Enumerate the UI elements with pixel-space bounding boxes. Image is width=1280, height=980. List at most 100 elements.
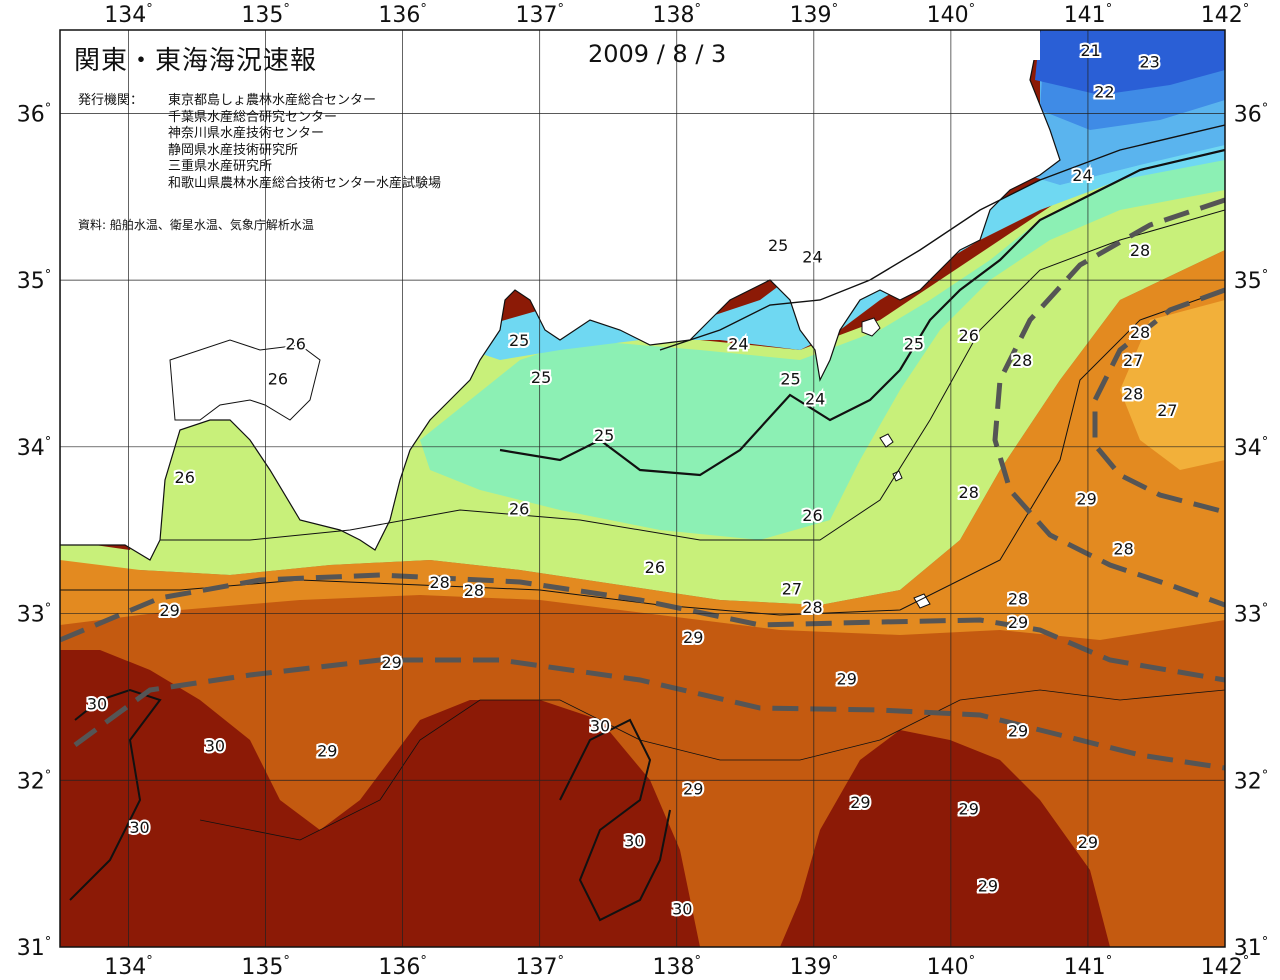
lat-tick-right: 35°: [1234, 268, 1269, 294]
lat-tick-left: 34°: [17, 435, 52, 461]
kuroshio-axis-north: [60, 572, 1225, 683]
land-mass: [60, 30, 1061, 561]
isotherm-label: 26: [286, 334, 306, 353]
lat-tick-right: 33°: [1234, 602, 1269, 628]
isotherm-label: 26: [268, 369, 288, 388]
isotherm-label: 28: [959, 483, 979, 502]
isotherm-label: 30: [590, 716, 610, 735]
isotherm-label: 28: [1123, 384, 1143, 403]
sea-zone-27: [1120, 300, 1225, 470]
island-miyake: [879, 433, 894, 448]
agency-name: 静岡県水産技術研究所: [168, 142, 299, 158]
isotherm-label: 29: [1008, 721, 1028, 740]
lat-tick-right: 34°: [1234, 435, 1269, 461]
lon-tick-top: 135°: [241, 2, 290, 28]
isotherm-label: 25: [509, 331, 529, 350]
isotherm-29: [199, 689, 1225, 841]
isotherm-label: 27: [1157, 401, 1177, 420]
isotherm-label: 28: [1130, 323, 1150, 342]
lat-tick-left: 33°: [17, 602, 52, 628]
isotherm-label: 29: [837, 670, 857, 689]
map-date: 2009 / 8 / 3: [588, 40, 727, 68]
lon-tick-bottom: 141°: [1064, 954, 1113, 980]
map-frame: [59, 29, 1226, 948]
lon-tick-top: 137°: [515, 2, 564, 28]
lon-tick-bottom: 142°: [1201, 954, 1250, 980]
lon-tick-top: 142°: [1201, 2, 1250, 28]
lon-tick-top: 140°: [927, 2, 976, 28]
lat-tick-right: 31°: [1234, 935, 1269, 961]
sea-zone-28: [60, 250, 1225, 640]
isotherm-label: 29: [159, 601, 179, 620]
kuroshio-axis-south: [73, 657, 1225, 771]
isotherm-label: 27: [782, 580, 802, 599]
isotherm-label: 24: [1072, 166, 1092, 185]
isotherm-label: 28: [1130, 241, 1150, 260]
isotherm-label: 26: [175, 468, 195, 487]
lon-tick-top: 138°: [653, 2, 702, 28]
agency-name: 神奈川県水産技術センター: [168, 126, 325, 141]
isotherm-label: 29: [1076, 490, 1096, 509]
agency-block: 発行機関： 東京都島しょ農林水産総合センター 千葉県水産総合研究センター 神奈川…: [78, 93, 441, 192]
isotherm-label: 26: [645, 558, 665, 577]
isotherm-label: 29: [1078, 833, 1098, 852]
kii-land: [169, 339, 321, 421]
isotherm-label: 26: [959, 326, 979, 345]
lon-tick-top: 134°: [104, 2, 153, 28]
isotherm-label: 29: [978, 876, 998, 895]
isotherm-label: 23: [1139, 53, 1159, 72]
isotherm-label: 30: [87, 695, 107, 714]
isotherm-label: 21: [1081, 41, 1101, 60]
isotherm-label: 28: [1008, 590, 1028, 609]
isotherm-label: 25: [594, 426, 614, 445]
isotherm-lines: [60, 124, 1225, 922]
isotherm-label: 27: [1123, 351, 1143, 370]
lat-tick-right: 32°: [1234, 768, 1269, 794]
isotherm-label: 24: [728, 334, 748, 353]
lon-tick-bottom: 140°: [927, 954, 976, 980]
isotherm-label: 22: [1094, 83, 1114, 102]
isotherm-label: 29: [959, 800, 979, 819]
isotherm-label: 30: [624, 831, 644, 850]
kuroshio-axes: [60, 197, 1225, 771]
isotherm-label: 26: [509, 500, 529, 519]
lat-tick-left: 36°: [17, 101, 52, 127]
data-source: 資料: 船舶水温、衛星水温、気象庁解析水温: [78, 218, 314, 232]
isotherm-label: 29: [382, 653, 402, 672]
lat-tick-left: 31°: [17, 935, 52, 961]
lon-tick-bottom: 137°: [515, 954, 564, 980]
sea-zone-29: [60, 585, 1225, 947]
sea-zone-25: [420, 155, 1225, 540]
agency-name: 和歌山県農林水産総合技術センター水産試験場: [168, 175, 442, 191]
lat-tick-left: 35°: [17, 268, 52, 294]
isotherm-30-b: [559, 718, 671, 922]
isotherm-label: 29: [850, 793, 870, 812]
lon-tick-top: 139°: [790, 2, 839, 28]
isotherm-label: 28: [429, 573, 449, 592]
isotherm-label: 24: [802, 248, 822, 267]
agency-name: 三重県水産研究所: [168, 159, 273, 174]
lon-tick-bottom: 136°: [378, 954, 427, 980]
kuroshio-axis-east-2: [1092, 287, 1225, 515]
isotherm-26: [160, 209, 1225, 541]
isotherm-label: 28: [802, 598, 822, 617]
isotherm-24: [659, 124, 1225, 351]
isotherm-label: 28: [464, 581, 484, 600]
lon-tick-bottom: 139°: [790, 954, 839, 980]
isotherm-25: [499, 148, 1225, 477]
isotherm-label: 28: [1113, 540, 1133, 559]
map-title: 関東・東海海況速報: [74, 46, 318, 76]
isotherm-label: 26: [802, 506, 822, 525]
sea-zone-21: [1035, 30, 1225, 95]
isotherm-label: 25: [531, 368, 551, 387]
isotherm-label: 30: [672, 900, 692, 919]
lon-tick-bottom: 134°: [104, 954, 153, 980]
isotherm-label: 30: [205, 736, 225, 755]
island-oshima: [861, 317, 881, 337]
isotherm-label: 29: [683, 628, 703, 647]
land-north-strip: [60, 30, 1040, 60]
isotherm-30-a: [69, 688, 162, 901]
isotherm-label: 25: [780, 369, 800, 388]
isotherm-label: 29: [683, 780, 703, 799]
